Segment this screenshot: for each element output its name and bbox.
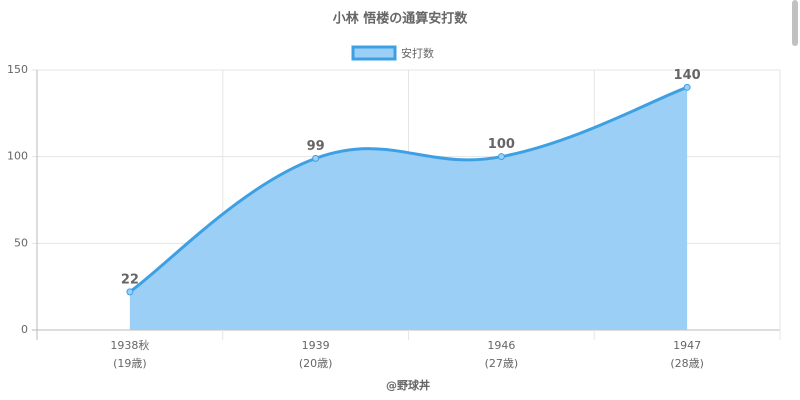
point [497, 153, 505, 161]
x-tick-label: 1938秋 [110, 338, 149, 352]
data-label: 140 [674, 68, 701, 83]
area [129, 87, 688, 330]
x-tick-label: (20歳) [299, 357, 333, 370]
y-tick-label: 50 [14, 236, 28, 249]
x-tick-label: (27歳) [485, 357, 519, 370]
legend-swatch [351, 45, 397, 61]
scrollbar[interactable] [792, 0, 798, 46]
y-tick-label: 150 [7, 63, 28, 76]
y-tick-label: 100 [7, 150, 28, 163]
footer: @野球丼 [386, 378, 430, 392]
data-label: 100 [488, 137, 515, 152]
x-tick-label: (19歳) [113, 357, 147, 370]
x-tick-label: 1946 [487, 339, 515, 352]
data-label: 22 [121, 272, 139, 287]
point [126, 288, 134, 296]
line [128, 85, 688, 294]
x-tick-label: 1947 [673, 339, 701, 352]
point [683, 83, 691, 91]
x-tick-label: (28歳) [670, 357, 704, 370]
legend-label: 安打数 [401, 46, 434, 60]
data-label: 99 [307, 139, 325, 154]
point [312, 154, 320, 162]
x-tick-label: 1939 [302, 339, 330, 352]
chart-title: 小林 悟楼の通算安打数 [333, 11, 469, 27]
y-tick-label: 0 [21, 323, 28, 336]
